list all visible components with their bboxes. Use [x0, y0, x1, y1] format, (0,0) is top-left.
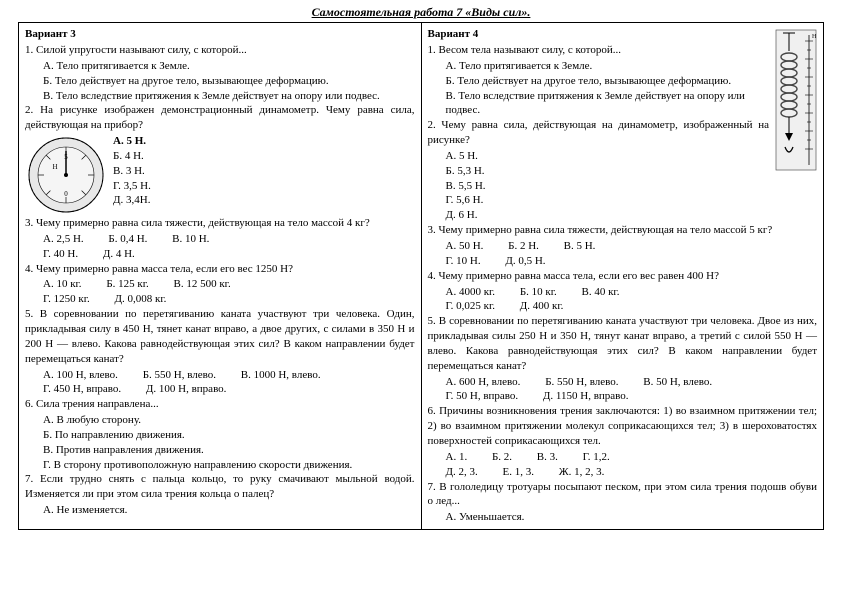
r-q6-opt-c: В. 3.: [537, 450, 558, 465]
r-q4-opt-e: Д. 400 кг.: [520, 299, 564, 314]
r-q4-opts-row1: А. 4000 кг. Б. 10 кг. В. 40 кг.: [446, 285, 818, 300]
r-q2-opt-a: А. 5 Н.: [446, 149, 818, 164]
r-q6-opt-f: Е. 1, 3.: [503, 465, 534, 480]
q4-opt-a: А. 10 кг.: [43, 277, 82, 292]
r-q6-opt-a: А. 1.: [446, 450, 468, 465]
variant-3-heading: Вариант 3: [25, 27, 415, 42]
q5-opt-c: В. 1000 Н, влево.: [241, 368, 321, 383]
q5-opt-a: А. 100 Н, влево.: [43, 368, 118, 383]
q6-opt-a: А. В любую сторону.: [43, 413, 415, 428]
worksheet-title: Самостоятельная работа 7 «Виды сил».: [18, 4, 824, 20]
variant-4-heading: Вариант 4: [428, 27, 818, 42]
r-q2-stem: 2. Чему равна сила, действующая на динам…: [428, 118, 818, 148]
r-q6-opts-row1: А. 1. Б. 2. В. 3. Г. 1,2.: [446, 450, 818, 465]
r-q3-opt-a: А. 50 Н.: [446, 239, 484, 254]
svg-text:0: 0: [64, 190, 68, 198]
r-q5-opts-row1: А. 600 Н, влево. Б. 550 Н, влево. В. 50 …: [446, 375, 818, 390]
r-q1-opt-b: Б. Тело действует на другое тело, вызыва…: [446, 74, 818, 89]
q3-opt-e: Д. 4 Н.: [103, 247, 135, 262]
r-q5-opt-d: Г. 50 Н, вправо.: [446, 389, 519, 404]
q3-opt-b: Б. 0,4 Н.: [108, 232, 147, 247]
r-q5-opt-e: Д. 1150 Н, вправо.: [543, 389, 629, 404]
q4-stem: 4. Чему примерно равна масса тела, если …: [25, 262, 415, 277]
q1-opt-c: В. Тело вследствие притяжения к Земле де…: [43, 89, 415, 104]
q3-stem: 3. Чему примерно равна сила тяжести, дей…: [25, 216, 415, 231]
r-q5-opt-b: Б. 550 Н, влево.: [545, 375, 618, 390]
variant-4-column: H Вариант 4 1. Весом тела называют силу,…: [422, 23, 824, 529]
r-q5-opts-row2: Г. 50 Н, вправо. Д. 1150 Н, вправо.: [446, 389, 818, 404]
q3-opts-row2: Г. 40 Н. Д. 4 Н.: [43, 247, 415, 262]
q1-opt-b: Б. Тело действует на другое тело, вызыва…: [43, 74, 415, 89]
svg-text:H: H: [812, 34, 817, 40]
q6-opt-d: Г. В сторону противоположную направлению…: [43, 458, 415, 473]
q4-opts-row1: А. 10 кг. Б. 125 кг. В. 12 500 кг.: [43, 277, 415, 292]
r-q3-opt-e: Д. 0,5 Н.: [505, 254, 545, 269]
r-q4-opt-d: Г. 0,025 кг.: [446, 299, 495, 314]
q3-opt-d: Г. 40 Н.: [43, 247, 78, 262]
r-q5-opt-c: В. 50 Н, влево.: [643, 375, 712, 390]
columns: Вариант 3 1. Силой упругости называют си…: [18, 22, 824, 530]
variant-3-column: Вариант 3 1. Силой упругости называют си…: [19, 23, 422, 529]
q5-opt-b: Б. 550 Н, влево.: [143, 368, 216, 383]
q7-opt-a: А. Не изменяется.: [43, 503, 415, 518]
q3-opt-c: В. 10 Н.: [172, 232, 209, 247]
r-q2-opt-b: Б. 5,3 Н.: [446, 164, 818, 179]
r-q3-opts-row2: Г. 10 Н. Д. 0,5 Н.: [446, 254, 818, 269]
q5-opt-e: Д. 100 Н, вправо.: [146, 382, 227, 397]
dynamometer-dial-icon: 5 Н 0: [27, 136, 105, 214]
r-q2-opt-e: Д. 6 Н.: [446, 208, 818, 223]
q6-opt-b: Б. По направлению движения.: [43, 428, 415, 443]
r-q6-opts-row2: Д. 2, 3. Е. 1, 3. Ж. 1, 2, 3.: [446, 465, 818, 480]
spring-dynamometer-icon: H: [775, 29, 817, 171]
r-q7-stem: 7. В гололедицу тротуары посыпают песком…: [428, 480, 818, 510]
q6-stem: 6. Сила трения направлена...: [25, 397, 415, 412]
q1-opt-a: А. Тело притягивается к Земле.: [43, 59, 415, 74]
r-q4-stem: 4. Чему примерно равна масса тела, если …: [428, 269, 818, 284]
r-q6-opt-b: Б. 2.: [492, 450, 512, 465]
r-q2-opt-d: Г. 5,6 Н.: [446, 193, 818, 208]
q4-opts-row2: Г. 1250 кг. Д. 0,008 кг.: [43, 292, 415, 307]
q5-opts-row2: Г. 450 Н, вправо. Д. 100 Н, вправо.: [43, 382, 415, 397]
r-q3-stem: 3. Чему примерно равна сила тяжести, дей…: [428, 223, 818, 238]
r-q2-opt-c: В. 5,5 Н.: [446, 179, 818, 194]
worksheet-page: Самостоятельная работа 7 «Виды сил». Вар…: [0, 0, 842, 530]
q3-opt-a: А. 2,5 Н.: [43, 232, 84, 247]
q5-stem: 5. В соревновании по перетягиванию канат…: [25, 307, 415, 366]
r-q3-opt-b: Б. 2 Н.: [508, 239, 539, 254]
q4-opt-c: В. 12 500 кг.: [174, 277, 231, 292]
r-q5-stem: 5. В соревновании по перетягиванию канат…: [428, 314, 818, 373]
r-q7-opt-a: А. Уменьшается.: [446, 510, 818, 525]
q2-stem: 2. На рисунке изображен демонстрационный…: [25, 103, 415, 133]
q3-opts-row1: А. 2,5 Н. Б. 0,4 Н. В. 10 Н.: [43, 232, 415, 247]
r-q4-opt-c: В. 40 кг.: [582, 285, 620, 300]
q6-opt-c: В. Против направления движения.: [43, 443, 415, 458]
q4-opt-b: Б. 125 кг.: [106, 277, 148, 292]
r-q3-opts-row1: А. 50 Н. Б. 2 Н. В. 5 Н.: [446, 239, 818, 254]
r-q1-stem: 1. Весом тела называют силу, с которой..…: [428, 43, 818, 58]
r-q3-opt-d: Г. 10 Н.: [446, 254, 481, 269]
r-q6-opt-e: Д. 2, 3.: [446, 465, 478, 480]
r-q6-opt-d: Г. 1,2.: [583, 450, 610, 465]
r-q5-opt-a: А. 600 Н, влево.: [446, 375, 521, 390]
q4-opt-d: Г. 1250 кг.: [43, 292, 90, 307]
r-q1-opt-a: А. Тело притягивается к Земле.: [446, 59, 818, 74]
q5-opts-row1: А. 100 Н, влево. Б. 550 Н, влево. В. 100…: [43, 368, 415, 383]
r-q6-opt-g: Ж. 1, 2, 3.: [559, 465, 605, 480]
svg-text:Н: Н: [52, 163, 57, 171]
r-q1-opt-c: В. Тело вследствие притяжения к Земле де…: [446, 89, 818, 119]
r-q4-opts-row2: Г. 0,025 кг. Д. 400 кг.: [446, 299, 818, 314]
q1-stem: 1. Силой упругости называют силу, с кото…: [25, 43, 415, 58]
q5-opt-d: Г. 450 Н, вправо.: [43, 382, 121, 397]
r-q6-stem: 6. Причины возникновения трения заключаю…: [428, 404, 818, 449]
r-q3-opt-c: В. 5 Н.: [564, 239, 596, 254]
r-q4-opt-a: А. 4000 кг.: [446, 285, 496, 300]
q7-stem: 7. Если трудно снять с пальца кольцо, то…: [25, 472, 415, 502]
q4-opt-e: Д. 0,008 кг.: [114, 292, 166, 307]
r-q4-opt-b: Б. 10 кг.: [520, 285, 557, 300]
